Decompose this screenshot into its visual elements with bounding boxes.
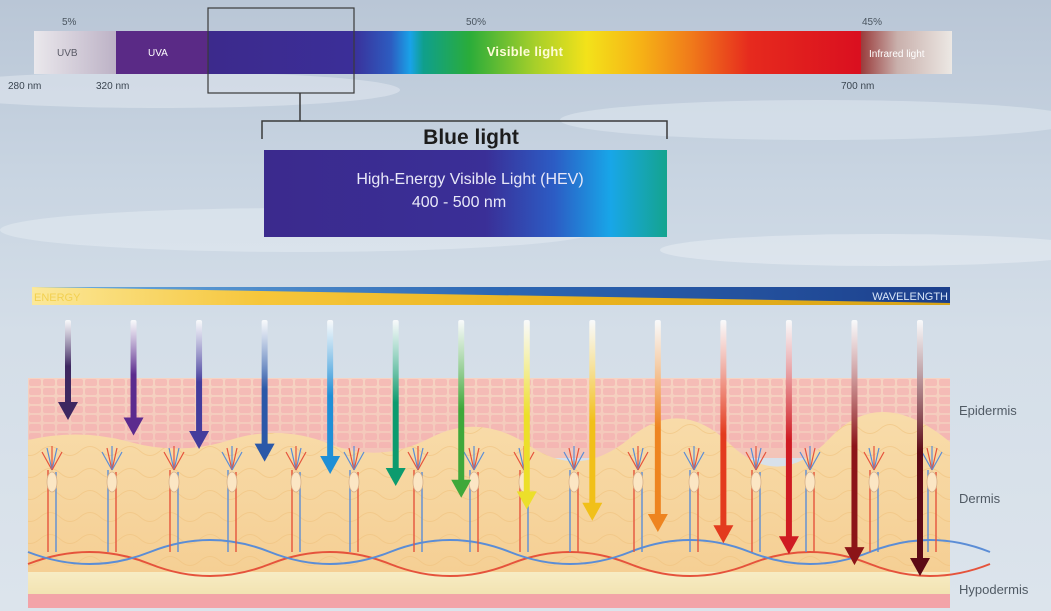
epidermis-label: Epidermis	[959, 403, 1017, 418]
light-arrow	[58, 320, 78, 420]
hev-title: High-Energy Visible Light (HEV)	[356, 171, 583, 188]
tick-700nm: 700 nm	[841, 81, 874, 92]
hev-range: 400 - 500 nm	[412, 194, 506, 211]
visible-light-label: Visible light	[487, 44, 564, 59]
infrared-label: Infrared light	[869, 49, 925, 60]
energy-wavelength-scale	[32, 287, 950, 305]
uva-label: UVA	[148, 48, 168, 59]
energy-label: ENERGY	[34, 292, 81, 304]
skin-cross-section	[28, 378, 990, 608]
light-arrow	[124, 320, 144, 436]
dermis-label: Dermis	[959, 491, 1001, 506]
percent-uvb: 5%	[62, 17, 77, 28]
uvb-label: UVB	[57, 48, 78, 59]
tick-320nm: 320 nm	[96, 81, 129, 92]
muscle-layer	[28, 594, 950, 608]
percent-infrared: 45%	[862, 17, 882, 28]
percent-visible: 50%	[466, 17, 486, 28]
tick-280nm: 280 nm	[8, 81, 41, 92]
hypodermis-label: Hypodermis	[959, 582, 1029, 597]
wavelength-label: WAVELENGTH	[872, 291, 948, 303]
hypodermis-layer	[28, 572, 950, 594]
blue-light-title: Blue light	[423, 126, 519, 149]
